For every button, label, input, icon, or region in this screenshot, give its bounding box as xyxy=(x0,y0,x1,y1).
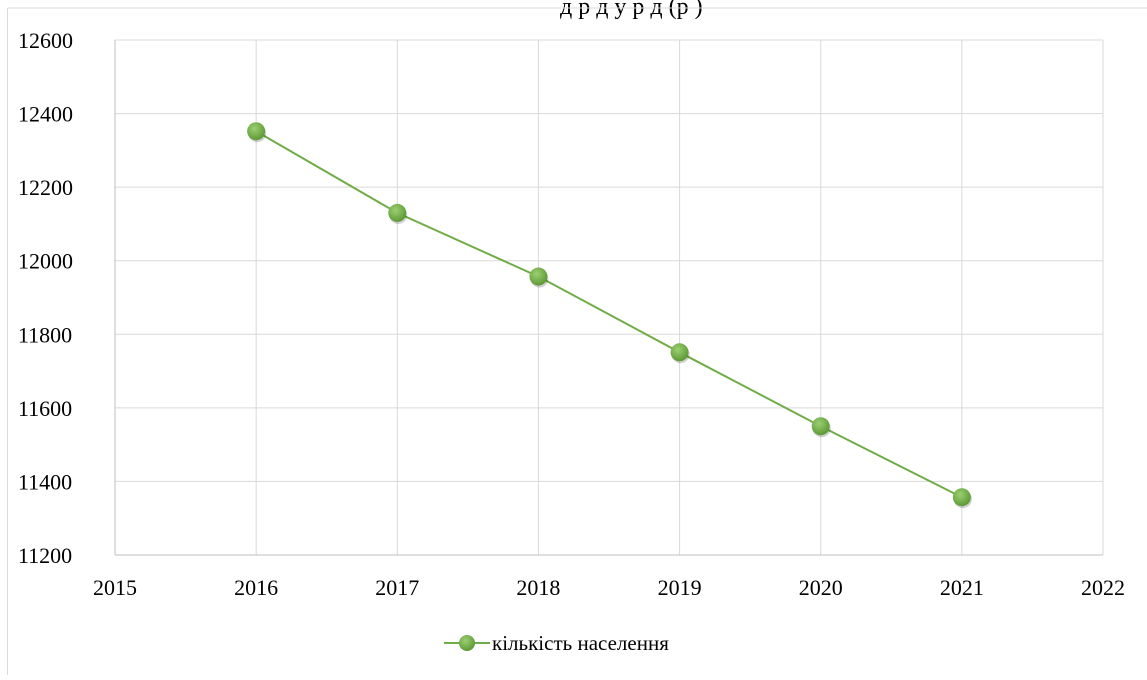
y-tick-label: 12000 xyxy=(18,249,73,274)
legend-dot-marker xyxy=(459,635,475,651)
x-tick-label: 2020 xyxy=(799,575,843,600)
y-tick-label: 11400 xyxy=(18,469,72,494)
data-point xyxy=(811,417,830,436)
data-point xyxy=(529,267,548,286)
legend-label: кількість населення xyxy=(492,631,669,655)
data-point xyxy=(247,122,266,141)
y-tick-label: 11200 xyxy=(18,543,72,568)
y-tick-label: 12200 xyxy=(18,175,73,200)
data-point xyxy=(952,488,971,507)
y-tick-label: 12400 xyxy=(18,102,73,127)
y-tick-label: 11600 xyxy=(18,396,72,421)
x-tick-label: 2015 xyxy=(93,575,137,600)
x-tick-label: 2016 xyxy=(234,575,278,600)
x-tick-label: 2019 xyxy=(658,575,702,600)
tick-labels: 11200 11400 11600 11800 12000 12200 12400 12600… xyxy=(18,28,1125,600)
x-tick-label: 2018 xyxy=(516,575,560,600)
series-line xyxy=(255,130,963,499)
data-series xyxy=(247,122,972,509)
chart-title-fragment: д р д у р д (р ) xyxy=(560,0,703,20)
data-point xyxy=(670,343,689,362)
y-tick-label: 11800 xyxy=(18,322,72,347)
data-point xyxy=(388,203,407,222)
x-tick-label: 2022 xyxy=(1081,575,1125,600)
x-tick-label: 2017 xyxy=(375,575,419,600)
y-tick-label: 12600 xyxy=(18,28,73,53)
grid-lines xyxy=(115,39,1104,555)
x-tick-label: 2021 xyxy=(940,575,984,600)
legend: кількість населення xyxy=(444,631,669,655)
axes xyxy=(114,40,1103,556)
